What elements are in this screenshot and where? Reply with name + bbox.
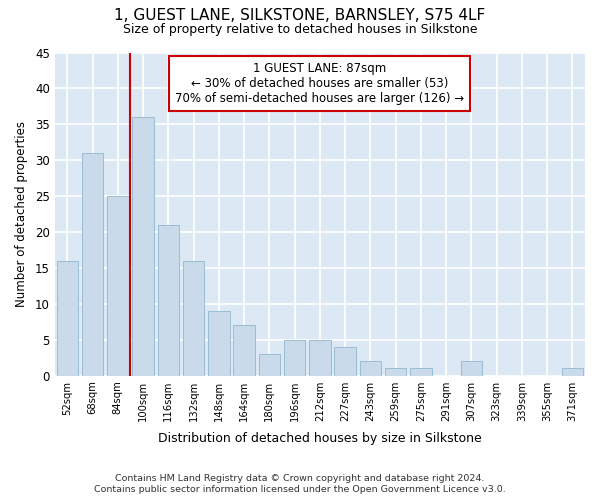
- Bar: [56, 261, 78, 376]
- Bar: [82, 153, 103, 376]
- Bar: [385, 368, 406, 376]
- Bar: [562, 368, 583, 376]
- Bar: [359, 362, 381, 376]
- Bar: [233, 326, 255, 376]
- Bar: [183, 261, 205, 376]
- Bar: [309, 340, 331, 376]
- Bar: [133, 117, 154, 376]
- Bar: [410, 368, 431, 376]
- Text: 1, GUEST LANE, SILKSTONE, BARNSLEY, S75 4LF: 1, GUEST LANE, SILKSTONE, BARNSLEY, S75 …: [115, 8, 485, 22]
- X-axis label: Distribution of detached houses by size in Silkstone: Distribution of detached houses by size …: [158, 432, 482, 445]
- Text: 1 GUEST LANE: 87sqm
← 30% of detached houses are smaller (53)
70% of semi-detach: 1 GUEST LANE: 87sqm ← 30% of detached ho…: [175, 62, 464, 105]
- Bar: [158, 225, 179, 376]
- Text: Contains HM Land Registry data © Crown copyright and database right 2024.
Contai: Contains HM Land Registry data © Crown c…: [94, 474, 506, 494]
- Bar: [259, 354, 280, 376]
- Bar: [284, 340, 305, 376]
- Bar: [334, 347, 356, 376]
- Bar: [461, 362, 482, 376]
- Bar: [208, 311, 230, 376]
- Bar: [107, 196, 128, 376]
- Text: Size of property relative to detached houses in Silkstone: Size of property relative to detached ho…: [123, 22, 477, 36]
- Y-axis label: Number of detached properties: Number of detached properties: [15, 121, 28, 307]
